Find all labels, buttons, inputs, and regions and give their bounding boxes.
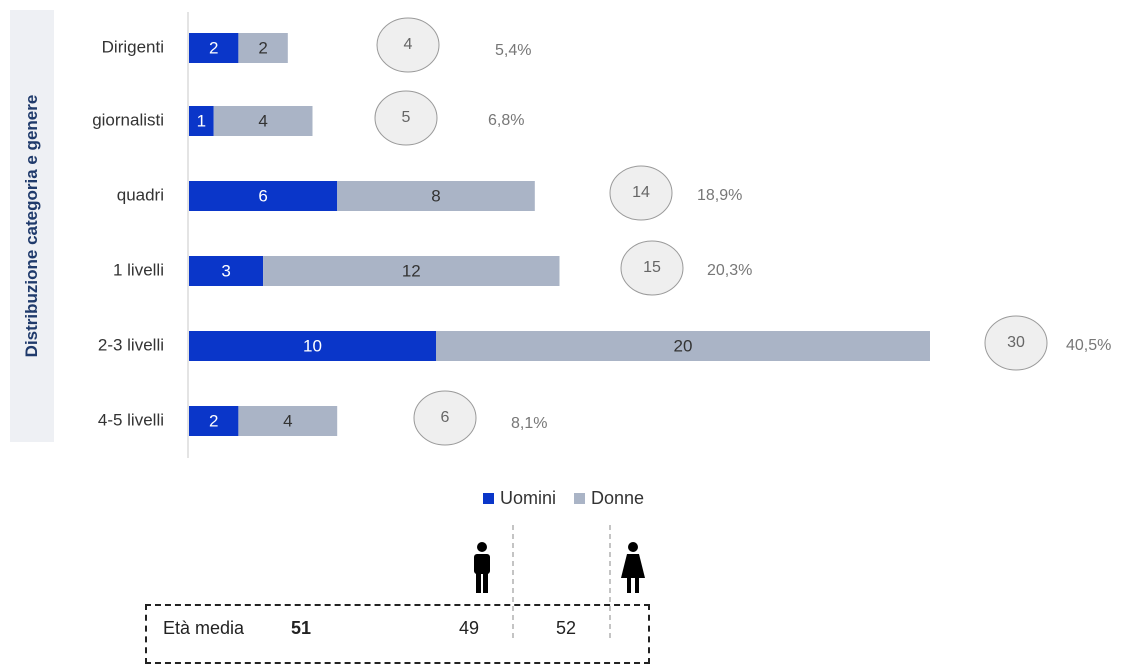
data-label-women: 8 [431,186,440,205]
data-label-women: 4 [258,111,267,130]
data-label-men: 6 [258,186,267,205]
legend-item-women: Donne [574,488,644,509]
tick-label: 4-5 livelli [98,410,164,429]
percentage-label: 20,3% [707,262,752,279]
bar-men [189,331,436,361]
total-label: 30 [1007,334,1025,351]
total-circle [413,390,477,446]
data-label-women: 4 [283,411,292,430]
total-circle [984,315,1048,371]
bar-men [189,406,239,436]
total-label: 4 [404,36,413,53]
tick-label: quadri [117,185,164,204]
age-average: 51 [291,618,312,638]
percentage-label: 5,4% [495,42,531,59]
total-circle [620,240,684,296]
total-label: 15 [643,259,661,276]
data-label-men: 2 [209,411,218,430]
tick-label: Dirigenti [102,37,164,56]
chart: Dirigenti 2 2 4 5,4%giornalisti 1 4 5 6,8%quadri… [92,12,1111,640]
bar-women [337,181,535,211]
age-label: Età media [163,618,245,638]
data-label-women: 20 [674,336,693,355]
total-circle [376,17,440,73]
tick-label: giornalisti [92,110,164,129]
bar-women [263,256,560,286]
bar-men [189,33,239,63]
total-label: 14 [632,184,650,201]
total-circle [374,90,438,146]
total-circle [609,165,673,221]
percentage-label: 18,9% [697,187,742,204]
data-label-men: 10 [303,336,322,355]
percentage-label: 8,1% [511,415,547,432]
data-label-men: 3 [221,261,230,280]
side-title-band [10,10,54,442]
bar-men [189,256,264,286]
legend-swatch-women [574,493,586,504]
age-men: 49 [459,618,480,638]
tick-label: 2-3 livelli [98,335,164,354]
bar-women [238,406,338,436]
data-label-men: 1 [197,111,206,130]
legend: Uomini Donne [483,488,662,509]
total-label: 6 [441,409,450,426]
bar-women [436,331,930,361]
legend-label-women: Donne [591,488,645,508]
data-label-women: 2 [258,38,267,57]
percentage-label: 40,5% [1066,337,1111,354]
tick-label: 1 livelli [113,260,164,279]
man-icon [474,542,490,593]
age-women: 52 [556,618,577,638]
legend-item-men: Uomini [483,488,556,509]
data-label-men: 2 [209,38,218,57]
legend-label-men: Uomini [500,488,557,508]
legend-swatch-men [483,493,494,504]
woman-icon [621,542,645,593]
percentage-label: 6,8% [488,112,524,129]
total-label: 5 [402,109,411,126]
bar-women [213,106,313,136]
data-label-women: 12 [402,261,421,280]
bar-women [238,33,288,63]
bar-men [189,181,338,211]
bar-men [189,106,214,136]
